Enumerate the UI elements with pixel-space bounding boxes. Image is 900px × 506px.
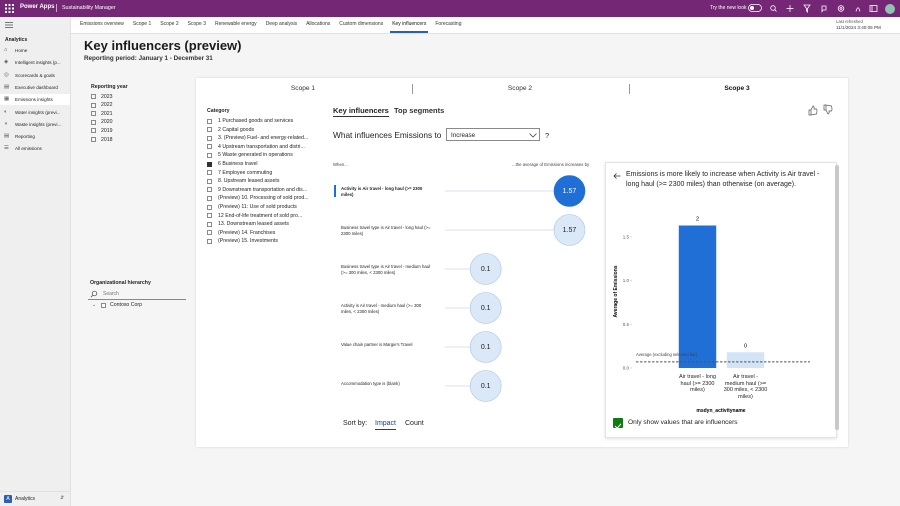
category-option: 4 Upstream transportation and distri... [218, 144, 305, 150]
category-option: 5 Waste generated in operations [218, 152, 293, 158]
bubble-label: 0.1 [481, 344, 491, 351]
sort-option[interactable]: Count [405, 420, 424, 427]
influencer-tab[interactable]: Key influencers [333, 106, 389, 115]
scope-divider [412, 84, 413, 94]
influencer-text[interactable]: Business travel type is Air travel - lon… [341, 225, 433, 236]
year-checkbox[interactable] [91, 120, 96, 125]
year-option: 2023 [101, 94, 113, 100]
bar-value-label: 2 [696, 216, 699, 222]
category-option: (Preview) 14. Franchises [218, 230, 275, 236]
x-tick-label: Air travel - long haul (>= 2300 miles) [676, 374, 720, 394]
y-axis-title: Average of Emissions [613, 265, 619, 317]
category-checkbox[interactable] [207, 127, 212, 132]
scope-tab[interactable]: Scope 3 [707, 85, 767, 92]
category-option: 2 Capital goods [218, 127, 254, 133]
category-checkbox[interactable] [207, 144, 212, 149]
bubble-label: 1.57 [563, 227, 577, 234]
category-checkbox[interactable] [207, 205, 212, 210]
category-option: (Preview) 15. Investments [218, 238, 278, 244]
influencer-text[interactable]: Business travel type is Air travel - med… [341, 264, 433, 275]
year-option: 2019 [101, 128, 113, 134]
year-checkbox[interactable] [91, 128, 96, 133]
category-option: 7 Employee commuting [218, 170, 272, 176]
sort-underline [375, 429, 396, 430]
y-tick-label: 1.0 [623, 278, 630, 283]
bar [727, 352, 764, 368]
scope-divider [629, 84, 630, 94]
influencer-text[interactable]: Activity is Air travel - medium haul (>=… [341, 303, 433, 314]
bar-value-label: 0 [744, 343, 747, 349]
bubble-label: 0.1 [481, 266, 491, 273]
category-option: 9 Downstream transportation and dis... [218, 187, 307, 193]
sort-option[interactable]: Impact [375, 420, 396, 427]
category-option: (Preview) 11: Use of sold products [218, 204, 297, 210]
bubble-label: 0.1 [481, 305, 491, 312]
year-option: 2020 [101, 119, 113, 125]
category-checkbox[interactable] [207, 187, 212, 192]
y-tick-label: 0.5 [623, 322, 630, 327]
category-checkbox[interactable] [207, 222, 212, 227]
category-checkbox[interactable] [207, 230, 212, 235]
year-option: 2021 [101, 111, 113, 117]
category-option: 8. Upstream leased assets [218, 178, 279, 184]
category-checkbox[interactable] [207, 196, 212, 201]
category-checkbox[interactable] [207, 179, 212, 184]
category-checkbox[interactable] [207, 153, 212, 158]
year-checkbox[interactable] [91, 103, 96, 108]
year-checkbox[interactable] [91, 137, 96, 142]
category-option: 6 Business travel [218, 161, 258, 167]
x-tick-label: Air travel - medium haul (>= 300 miles, … [724, 374, 768, 401]
category-option: (Preview) 10. Processing of sold prod... [218, 195, 309, 201]
influencer-text[interactable]: Activity is Air travel - long haul (>= 2… [341, 186, 433, 197]
category-checkbox[interactable] [207, 136, 212, 141]
year-checkbox[interactable] [91, 111, 96, 116]
bar [679, 225, 716, 368]
category-option: 1 Purchased goods and services [218, 118, 293, 124]
bubble-label: 1.57 [563, 188, 577, 195]
category-option: 12 End-of-life treatment of sold pro... [218, 213, 302, 219]
scope-tab[interactable]: Scope 1 [273, 85, 333, 92]
influencer-text[interactable]: Value chain partner is Margie's Travel [341, 342, 433, 348]
category-option: 13. Downstream leased assets [218, 221, 289, 227]
category-checkbox[interactable] [207, 119, 212, 124]
average-line-label: Average (excluding selected bar) [636, 352, 698, 357]
scope-tab[interactable]: Scope 2 [490, 85, 550, 92]
year-checkbox[interactable] [91, 94, 96, 99]
year-option: 2022 [101, 102, 113, 108]
category-option: 3. (Preview) Fuel- and energy-related... [218, 135, 308, 141]
y-tick-label: 0.0 [623, 366, 630, 371]
year-option: 2018 [101, 137, 113, 143]
y-tick-label: 1.5 [623, 234, 630, 239]
x-axis-title: msdyn_activityname [696, 408, 745, 414]
category-checkbox[interactable] [207, 213, 212, 218]
category-checkbox[interactable] [207, 162, 212, 167]
category-checkbox[interactable] [207, 170, 212, 175]
bubble-label: 0.1 [481, 383, 491, 390]
category-checkbox[interactable] [207, 239, 212, 244]
tab-underline [333, 116, 389, 117]
influencer-text[interactable]: Accommodation type is (blank) [341, 381, 433, 387]
influencer-tab[interactable]: Top segments [394, 106, 444, 115]
row-selected-bar [334, 185, 336, 197]
